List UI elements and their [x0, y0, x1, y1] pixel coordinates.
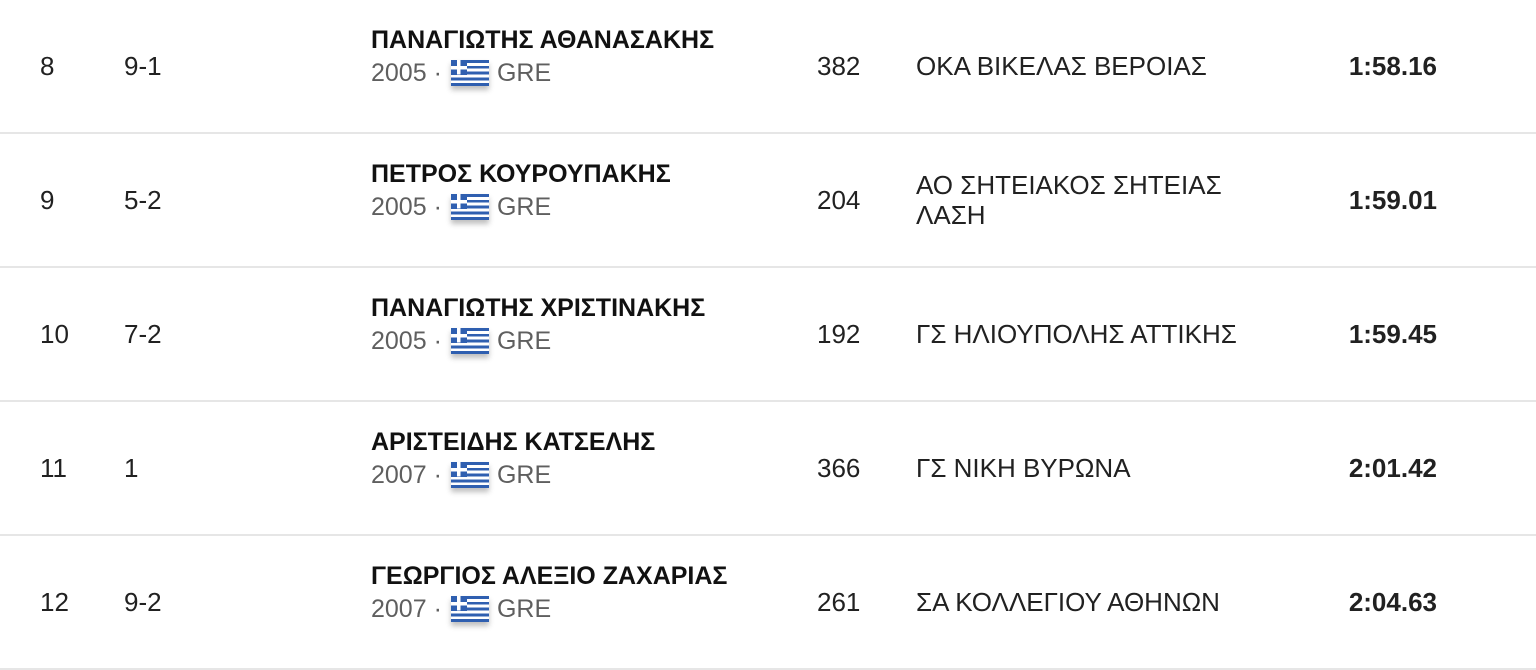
greece-flag-icon: [450, 194, 489, 220]
birth-year: 2005: [371, 327, 427, 355]
separator: ·: [433, 59, 442, 87]
athlete-info: 2007 · GRE: [371, 592, 727, 626]
greece-flag-icon: [450, 60, 489, 86]
club-name: ΟΚΑ ΒΙΚΕΛΑΣ ΒΕΡΟΙΑΣ: [916, 51, 1207, 81]
club-name: ΓΣ ΝΙΚΗ ΒΥΡΩΝΑ: [916, 453, 1131, 483]
country-code: GRE: [496, 327, 552, 355]
table-row[interactable]: 10 7-2 ΠΑΝΑΓΙΩΤΗΣ ΧΡΙΣΤΙΝΑΚΗΣ 2005 · GRE…: [0, 268, 1536, 402]
birth-year: 2007: [371, 595, 427, 623]
bib-number: 192: [817, 319, 861, 349]
bib-number: 204: [817, 185, 861, 215]
club-name: ΣΑ ΚΟΛΛΕΓΙΟΥ ΑΘΗΝΩΝ: [916, 587, 1220, 617]
country-code: GRE: [496, 595, 552, 623]
greece-flag-icon: [450, 328, 489, 354]
separator: ·: [433, 461, 442, 489]
result-time: 1:59.45: [1348, 319, 1437, 349]
bib-number: 261: [817, 587, 861, 617]
rank: 9: [40, 185, 55, 215]
athlete: ΠΑΝΑΓΙΩΤΗΣ ΑΘΑΝΑΣΑΚΗΣ 2005 · GRE: [371, 24, 714, 90]
athlete-name[interactable]: ΠΑΝΑΓΙΩΤΗΣ ΑΘΑΝΑΣΑΚΗΣ: [371, 26, 715, 54]
result-time: 1:59.01: [1348, 185, 1437, 215]
birth-year: 2007: [371, 461, 427, 489]
heat-lane: 9-2: [124, 587, 162, 617]
bib-number: 366: [817, 453, 861, 483]
table-row[interactable]: 9 5-2 ΠΕΤΡΟΣ ΚΟΥΡΟΥΠΑΚΗΣ 2005 · GRE 204 …: [0, 134, 1536, 268]
bib-number: 382: [817, 51, 861, 81]
result-time: 1:58.16: [1348, 51, 1437, 81]
result-time: 2:01.42: [1348, 453, 1437, 483]
separator: ·: [433, 193, 442, 221]
table-row[interactable]: 12 9-2 ΓΕΩΡΓΙΟΣ ΑΛΕΞΙΟ ΖΑΧΑΡΙΑΣ 2007 · G…: [0, 536, 1536, 670]
heat-lane: 1: [124, 453, 139, 483]
birth-year: 2005: [371, 193, 427, 221]
athlete-name[interactable]: ΠΕΤΡΟΣ ΚΟΥΡΟΥΠΑΚΗΣ: [371, 160, 671, 188]
athlete-info: 2005 · GRE: [371, 56, 714, 90]
athlete-name[interactable]: ΑΡΙΣΤΕΙΔΗΣ ΚΑΤΣΕΛΗΣ: [371, 428, 656, 456]
country-code: GRE: [496, 193, 552, 221]
heat-lane: 7-2: [124, 319, 162, 349]
rank: 10: [40, 319, 69, 349]
result-time: 2:04.63: [1348, 587, 1437, 617]
country-code: GRE: [496, 461, 552, 489]
club-name: ΑΟ ΣΗΤΕΙΑΚΟΣ ΣΗΤΕΙΑΣ ΛΑΣΗ: [916, 170, 1222, 230]
rank: 8: [40, 51, 55, 81]
athlete-info: 2005 · GRE: [371, 324, 705, 358]
rank: 12: [40, 587, 69, 617]
athlete: ΑΡΙΣΤΕΙΔΗΣ ΚΑΤΣΕΛΗΣ 2007 · GRE: [371, 426, 655, 492]
separator: ·: [433, 327, 442, 355]
athlete: ΠΑΝΑΓΙΩΤΗΣ ΧΡΙΣΤΙΝΑΚΗΣ 2005 · GRE: [371, 292, 705, 358]
athlete-name[interactable]: ΓΕΩΡΓΙΟΣ ΑΛΕΞΙΟ ΖΑΧΑΡΙΑΣ: [371, 562, 728, 590]
heat-lane: 9-1: [124, 51, 162, 81]
rank: 11: [40, 453, 67, 483]
athlete-name[interactable]: ΠΑΝΑΓΙΩΤΗΣ ΧΡΙΣΤΙΝΑΚΗΣ: [371, 294, 706, 322]
table-row[interactable]: 11 1 ΑΡΙΣΤΕΙΔΗΣ ΚΑΤΣΕΛΗΣ 2007 · GRE 366 …: [0, 402, 1536, 536]
country-code: GRE: [496, 59, 552, 87]
heat-lane: 5-2: [124, 185, 162, 215]
separator: ·: [433, 595, 442, 623]
athlete: ΓΕΩΡΓΙΟΣ ΑΛΕΞΙΟ ΖΑΧΑΡΙΑΣ 2007 · GRE: [371, 560, 727, 626]
athlete-info: 2005 · GRE: [371, 190, 671, 224]
table-row[interactable]: 8 9-1 ΠΑΝΑΓΙΩΤΗΣ ΑΘΑΝΑΣΑΚΗΣ 2005 · GRE 3…: [0, 0, 1536, 134]
greece-flag-icon: [450, 462, 489, 488]
birth-year: 2005: [371, 59, 427, 87]
athlete: ΠΕΤΡΟΣ ΚΟΥΡΟΥΠΑΚΗΣ 2005 · GRE: [371, 158, 671, 224]
greece-flag-icon: [450, 596, 489, 622]
club-name: ΓΣ ΗΛΙΟΥΠΟΛΗΣ ΑΤΤΙΚΗΣ: [916, 319, 1237, 349]
athlete-info: 2007 · GRE: [371, 458, 655, 492]
